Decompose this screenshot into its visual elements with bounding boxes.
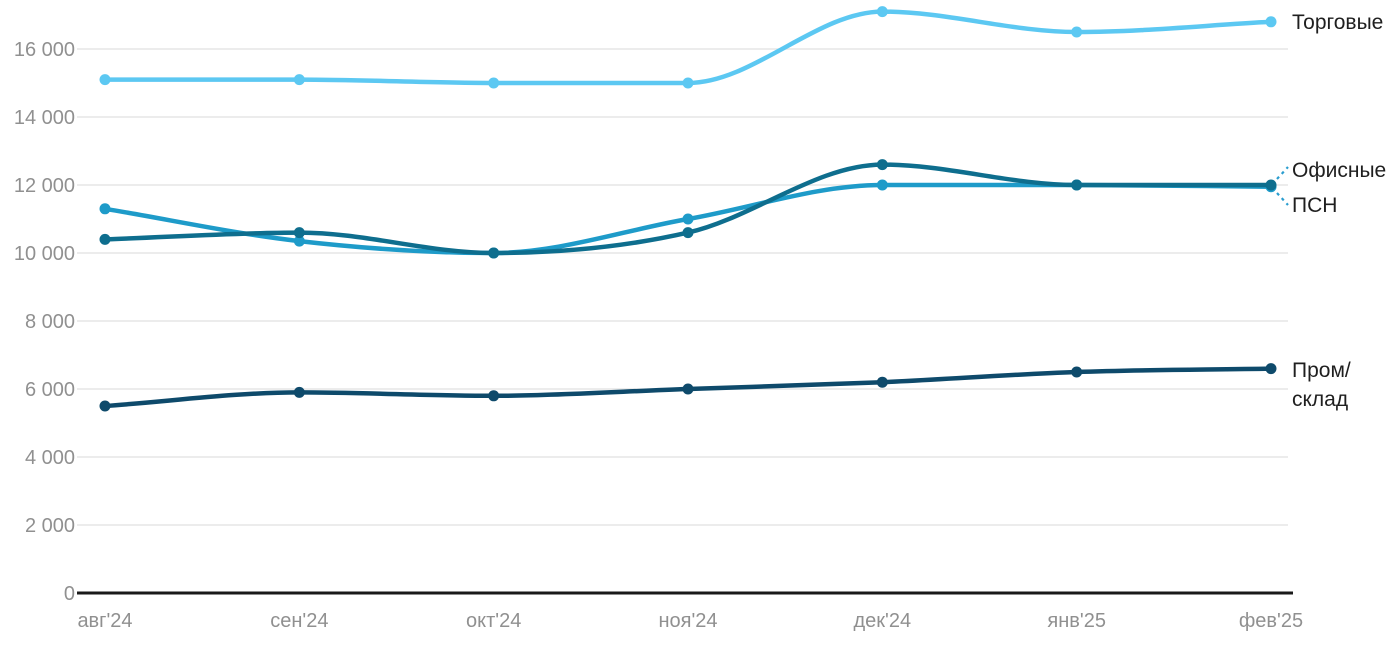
x-tick-label: окт'24	[466, 610, 521, 632]
series-point-3	[1071, 366, 1083, 378]
y-tick-label: 0	[64, 583, 75, 605]
series-point-3	[876, 376, 888, 388]
x-tick-label: сен'24	[270, 610, 328, 632]
series-label-ofisnye: Офисные	[1292, 159, 1387, 182]
series-point-3	[293, 386, 305, 398]
x-tick-label: авг'24	[77, 610, 132, 632]
series-point-0	[293, 74, 305, 86]
y-tick-label: 12 000	[14, 175, 75, 197]
y-tick-label: 16 000	[14, 39, 75, 61]
series-label-prom-line1: Пром/	[1292, 359, 1351, 382]
series-point-0	[1265, 16, 1277, 28]
series-label-prom-sklad: Пром/склад	[1292, 356, 1351, 414]
series-point-2	[876, 179, 888, 191]
x-tick-label: фев'25	[1239, 610, 1303, 632]
label-connector-office	[1276, 166, 1289, 180]
x-axis-line	[77, 591, 1293, 595]
series-point-3	[682, 383, 694, 395]
y-tick-label: 6 000	[25, 379, 75, 401]
label-connector-psn	[1276, 192, 1289, 206]
series-point-2	[293, 235, 305, 247]
series-label-prom-line2: склад	[1292, 388, 1349, 411]
series-point-1	[682, 227, 694, 239]
series-point-1	[99, 233, 111, 245]
series-label-psn: ПСН	[1292, 194, 1338, 217]
y-tick-label: 14 000	[14, 107, 75, 129]
series-point-3	[1265, 363, 1277, 375]
series-point-0	[99, 74, 111, 86]
series-label-torgovye: Торговые	[1292, 11, 1384, 34]
series-point-1	[293, 227, 305, 239]
series-point-0	[682, 77, 694, 89]
series-point-0	[488, 77, 500, 89]
series-point-0	[876, 6, 888, 18]
y-tick-label: 8 000	[25, 311, 75, 333]
series-point-1	[488, 247, 500, 259]
series-point-1	[876, 159, 888, 171]
series-point-3	[99, 400, 111, 412]
series-point-1	[1071, 179, 1083, 191]
series-point-1	[1265, 179, 1277, 191]
x-tick-label: дек'24	[854, 610, 912, 632]
series-point-3	[488, 390, 500, 402]
x-tick-label: янв'25	[1047, 610, 1106, 632]
y-tick-label: 2 000	[25, 515, 75, 537]
y-tick-label: 10 000	[14, 243, 75, 265]
series-point-0	[1071, 26, 1083, 38]
series-point-2	[682, 213, 694, 225]
series-point-2	[99, 203, 111, 215]
y-tick-label: 4 000	[25, 447, 75, 469]
x-tick-label: ноя'24	[658, 610, 717, 632]
series-line-0	[102, 9, 1274, 86]
